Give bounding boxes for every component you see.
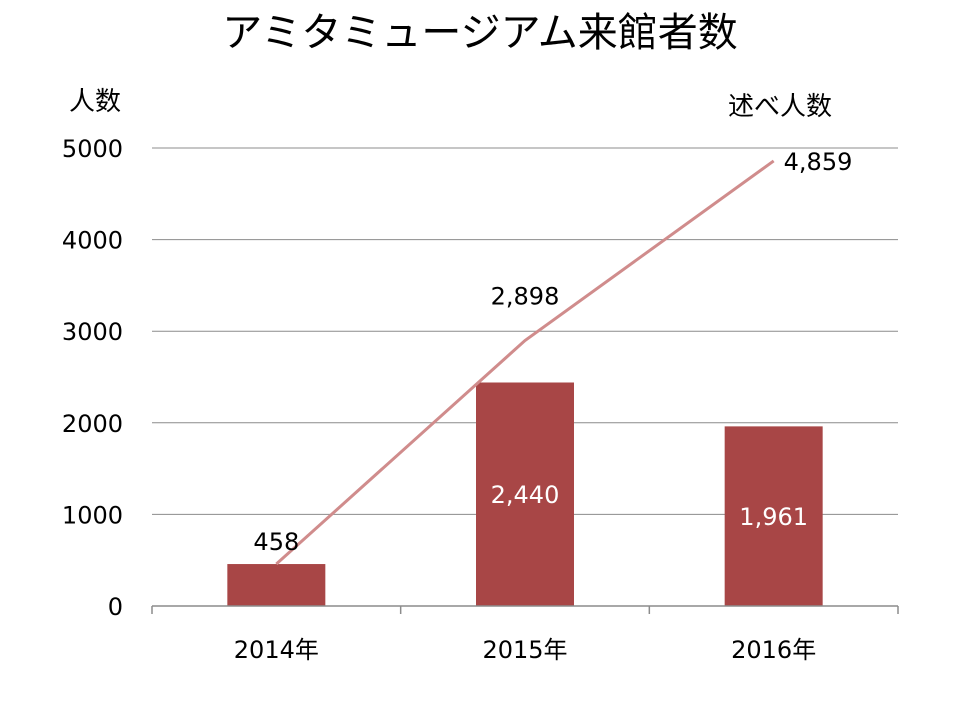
- cumulative-line: [275, 159, 775, 566]
- data-labels: 458 2,440 1,961 2,898 4,859: [253, 148, 852, 556]
- bars: [227, 382, 823, 606]
- y-tick-0: 0: [108, 593, 123, 621]
- category-label-1: 2015年: [482, 636, 567, 664]
- y-tick-4000: 4000: [62, 227, 123, 255]
- bar-label-0: 458: [253, 528, 299, 556]
- x-axis: [151, 605, 899, 614]
- y-tick-labels: 0 1000 2000 3000 4000 5000: [62, 135, 123, 621]
- line-label-1: 2,898: [491, 283, 560, 311]
- y-tick-5000: 5000: [62, 135, 123, 163]
- y-tick-1000: 1000: [62, 501, 123, 529]
- y-tick-3000: 3000: [62, 318, 123, 346]
- line-label-2: 4,859: [784, 148, 853, 176]
- y2-axis-title: 述べ人数: [728, 92, 832, 122]
- y-axis-title: 人数: [69, 87, 121, 117]
- bar-label-1: 2,440: [491, 481, 560, 509]
- category-label-2: 2016年: [731, 636, 816, 664]
- bar-label-2: 1,961: [739, 503, 808, 531]
- line-series: [275, 159, 775, 566]
- chart-title: アミタミュージアム来館者数: [222, 10, 738, 56]
- category-labels: 2014年 2015年 2016年: [234, 636, 816, 664]
- bar-2: [724, 426, 823, 606]
- bar-1: [476, 382, 574, 606]
- bar-0: [227, 564, 326, 606]
- y-tick-2000: 2000: [62, 410, 123, 438]
- category-label-0: 2014年: [234, 636, 319, 664]
